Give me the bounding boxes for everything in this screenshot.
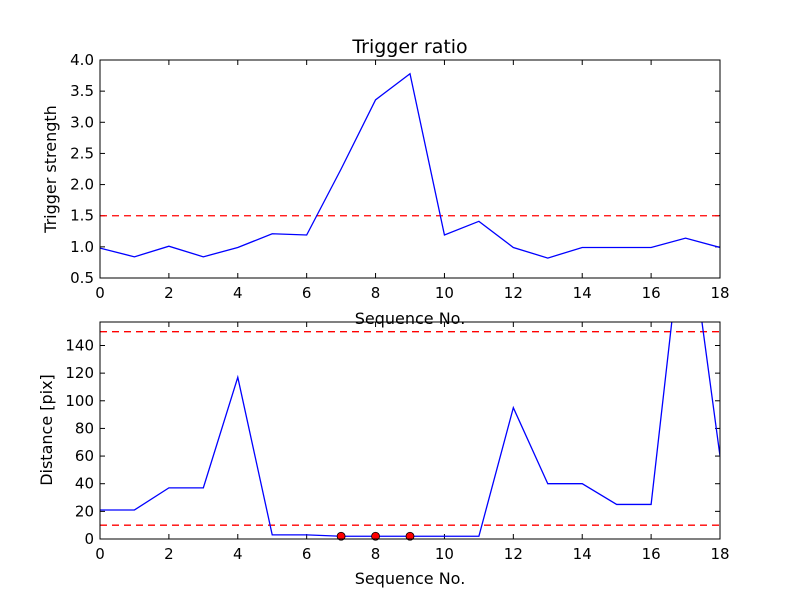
x-tick-label: 12: [504, 545, 523, 563]
data-point-marker: [405, 531, 415, 541]
chart-top-plot: [100, 72, 720, 259]
chart-top: Trigger ratio 0 2 4 6 8 10 12 14 16 18 0.5 1.0 1.5 2.…: [41, 36, 730, 328]
x-tick-label: 4: [233, 545, 243, 563]
x-tick-label: 14: [573, 545, 592, 563]
x-tick-label: 10: [435, 284, 454, 302]
chart-bottom-xlabel: Sequence No.: [355, 569, 466, 588]
y-tick-label: 140: [65, 336, 94, 354]
y-tick-label: 0: [84, 530, 94, 548]
data-point-marker: [336, 531, 346, 541]
y-tick-label: 4.0: [70, 51, 94, 69]
x-tick-label: 4: [233, 284, 243, 302]
y-tick-label: 40: [75, 475, 94, 493]
y-tick-label: 2.5: [70, 144, 94, 162]
x-tick-label: 14: [573, 284, 592, 302]
x-tick-label: 8: [371, 545, 381, 563]
y-tick-label: 3.5: [70, 82, 94, 100]
x-tick-label: 18: [710, 284, 729, 302]
y-tick-label: 1.5: [70, 207, 94, 225]
series-line: [100, 72, 720, 259]
x-tick-label: 0: [95, 284, 105, 302]
x-tick-label: 0: [95, 545, 105, 563]
chart-top-ticks: 0 2 4 6 8 10 12 14 16 18 0.5 1.0 1.5 2.0 2.5 3.0 3.5 4.0: [70, 51, 729, 302]
y-tick-label: 0.5: [70, 269, 94, 287]
y-tick-label: 1.0: [70, 238, 94, 256]
chart-bottom-plot: [100, 322, 720, 541]
chart-bottom-ticks: 0 2 4 6 8 10 12 14 16 18 0 20 40 60 80 100 120 140: [65, 322, 730, 563]
x-tick-label: 6: [302, 545, 312, 563]
x-tick-label: 8: [371, 284, 381, 302]
y-tick-label: 60: [75, 447, 94, 465]
x-tick-label: 16: [642, 284, 661, 302]
y-tick-label: 20: [75, 502, 94, 520]
x-tick-label: 6: [302, 284, 312, 302]
x-tick-label: 10: [435, 545, 454, 563]
chart-bottom-frame: [99, 321, 721, 540]
x-tick-label: 16: [642, 545, 661, 563]
y-tick-label: 120: [65, 364, 94, 382]
chart-bottom: 0 2 4 6 8 10 12 14 16 18 0 20 40 60 80 100 120 140 Sequen…: [37, 321, 730, 588]
y-tick-label: 80: [75, 419, 94, 437]
x-tick-label: 18: [710, 545, 729, 563]
chart-bottom-thresholds: [100, 331, 720, 526]
y-tick-label: 2.0: [70, 176, 94, 194]
x-tick-label: 2: [164, 284, 174, 302]
y-tick-label: 100: [65, 392, 94, 410]
x-tick-label: 12: [504, 284, 523, 302]
chart-bottom-ylabel: Distance [pix]: [37, 374, 56, 486]
y-tick-label: 3.0: [70, 113, 94, 131]
chart-top-ylabel: Trigger strength: [41, 105, 60, 234]
chart-top-frame: [99, 59, 721, 279]
chart-top-xlabel: Sequence No.: [355, 309, 466, 328]
x-tick-label: 2: [164, 545, 174, 563]
data-point-marker: [371, 531, 380, 541]
chart-title: Trigger ratio: [351, 36, 467, 58]
